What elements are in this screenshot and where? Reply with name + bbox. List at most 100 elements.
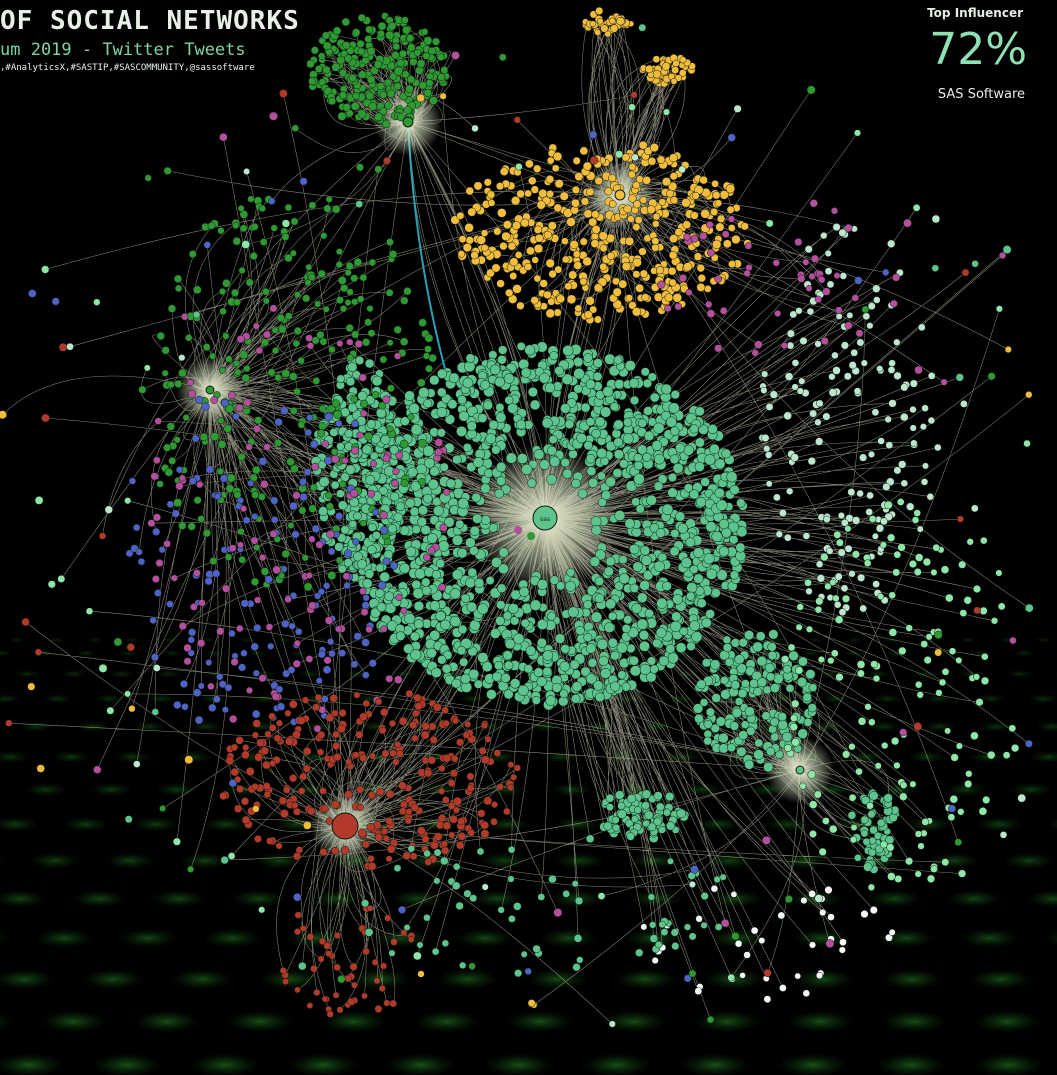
network-node: [545, 174, 555, 184]
network-node: [860, 910, 869, 919]
network-node: [520, 218, 530, 228]
network-node: [531, 256, 539, 264]
floor-spot: [155, 782, 200, 797]
network-node: [152, 513, 162, 522]
network-node: [579, 237, 588, 246]
network-node: [1009, 636, 1017, 645]
network-node: [260, 746, 270, 755]
network-node: [712, 191, 721, 200]
network-node: [618, 573, 630, 585]
network-node: [412, 709, 420, 718]
network-node: [853, 387, 862, 395]
network-node: [306, 342, 315, 350]
network-node: [324, 616, 334, 625]
red-hub-node: [331, 812, 359, 840]
network-node: [927, 416, 936, 425]
network-node: [753, 687, 763, 697]
network-node: [660, 928, 669, 937]
network-node: [922, 462, 929, 470]
network-node: [856, 489, 864, 498]
floor-spot: [483, 782, 528, 797]
floor-spot: [202, 816, 251, 833]
network-node: [360, 608, 369, 617]
network-node: [832, 223, 841, 232]
network-node: [374, 165, 383, 174]
network-node: [504, 395, 514, 405]
network-node: [676, 808, 686, 819]
network-node: [910, 439, 918, 447]
network-node: [294, 911, 302, 919]
floor-spot: [122, 637, 142, 643]
network-node: [900, 479, 909, 488]
network-node: [814, 605, 823, 614]
network-node: [789, 722, 798, 732]
network-node: [292, 730, 301, 739]
network-node: [313, 988, 321, 997]
floor-spot: [906, 750, 947, 764]
network-node: [299, 924, 307, 932]
floor-spot: [777, 1053, 849, 1075]
network-node: [495, 616, 505, 626]
network-node: [269, 111, 278, 121]
network-node: [296, 716, 306, 725]
network-node: [338, 708, 347, 718]
network-node: [834, 572, 843, 581]
network-node: [770, 732, 780, 742]
network-node: [173, 498, 183, 508]
network-node: [328, 345, 336, 354]
network-node: [707, 424, 718, 435]
network-node: [272, 565, 281, 575]
network-node: [916, 691, 924, 699]
network-node: [251, 783, 259, 791]
network-node: [860, 815, 869, 824]
network-node: [350, 274, 359, 283]
network-node: [359, 519, 367, 527]
network-node: [735, 542, 746, 553]
network-node: [212, 695, 221, 704]
network-node: [312, 376, 321, 385]
network-node: [827, 656, 835, 665]
network-node: [418, 438, 427, 448]
network-node: [240, 797, 250, 806]
network-node: [384, 591, 395, 602]
network-node: [884, 500, 893, 510]
network-node: [875, 524, 885, 533]
network-node: [706, 220, 714, 229]
network-node: [640, 923, 648, 931]
floor-spot: [51, 750, 92, 764]
network-node: [426, 72, 434, 81]
network-node: [361, 338, 371, 347]
network-node: [888, 591, 896, 599]
network-node: [481, 244, 489, 252]
network-node: [824, 249, 832, 257]
network-node: [632, 223, 641, 232]
network-node: [844, 223, 853, 232]
network-node: [808, 941, 817, 949]
network-node: [336, 374, 345, 384]
network-node: [574, 896, 584, 906]
network-node: [727, 224, 736, 232]
network-node: [386, 844, 396, 854]
network-node: [365, 625, 373, 634]
network-node: [422, 352, 431, 360]
network-node: [299, 492, 308, 502]
network-node: [252, 322, 260, 330]
network-node: [434, 448, 443, 457]
network-node: [833, 530, 842, 539]
network-node: [263, 330, 271, 339]
network-node: [344, 269, 352, 277]
network-node: [462, 731, 471, 739]
network-node: [824, 582, 832, 591]
network-node: [413, 600, 425, 612]
network-node: [509, 272, 518, 280]
network-node: [198, 599, 206, 607]
network-node: [254, 416, 263, 425]
network-node: [950, 753, 959, 762]
network-node: [883, 793, 893, 803]
network-node: [358, 70, 367, 79]
network-node: [590, 611, 603, 623]
network-node: [714, 487, 725, 499]
network-node: [571, 478, 581, 489]
network-node: [739, 972, 746, 979]
network-node: [846, 311, 854, 319]
